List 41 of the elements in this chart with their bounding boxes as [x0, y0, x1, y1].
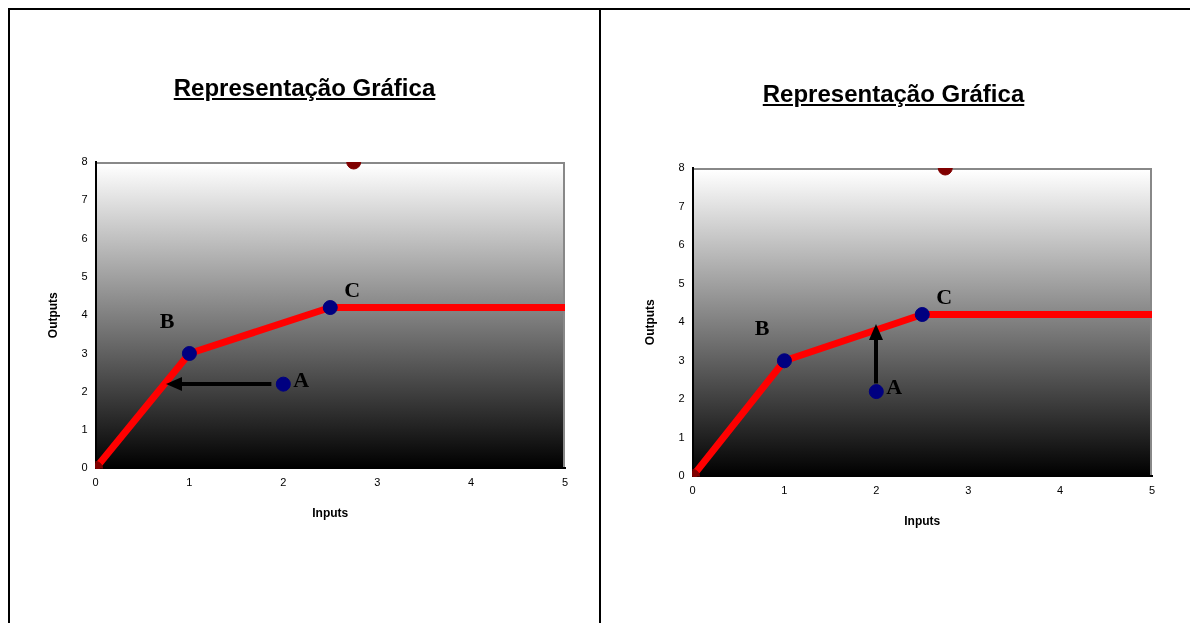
x-tick-label: 2 — [873, 484, 880, 497]
y-tick-label: 7 — [678, 199, 685, 212]
x-tick-label: 0 — [689, 484, 696, 497]
x-tick-label: 1 — [186, 476, 193, 489]
y-tick-label: 1 — [81, 423, 88, 436]
x-tick-label: 5 — [1148, 484, 1156, 497]
y-tick-label: 4 — [81, 308, 88, 321]
y-tick-label: 6 — [678, 238, 685, 251]
x-tick-label: 3 — [965, 484, 972, 497]
y-tick-label: 2 — [81, 384, 88, 397]
y-axis-title: Outputs — [45, 291, 60, 339]
x-tick-label: 2 — [280, 476, 287, 489]
x-tick-label: 3 — [374, 476, 381, 489]
y-tick-label: 5 — [678, 276, 685, 289]
y-tick-label: 1 — [678, 430, 685, 443]
y-tick-label: 0 — [81, 461, 88, 474]
chart-title: Representação Gráfica — [761, 80, 1026, 108]
y-tick-label: 3 — [678, 353, 685, 366]
x-tick-label: 5 — [561, 476, 569, 489]
x-tick-label: 4 — [1057, 484, 1064, 497]
y-tick-label: 8 — [81, 155, 88, 168]
annotation: B — [754, 315, 770, 341]
y-tick-label: 7 — [81, 193, 88, 206]
y-axis-title: Outputs — [642, 298, 657, 346]
chart-title: Representação Gráfica — [172, 74, 437, 102]
annotation: C — [344, 277, 361, 303]
x-tick-label: 0 — [92, 476, 99, 489]
x-axis-title: Inputs — [904, 514, 941, 529]
y-tick-label: 5 — [81, 269, 88, 282]
y-tick-label: 8 — [678, 161, 685, 174]
annotation: C — [936, 284, 953, 310]
x-axis-title: Inputs — [312, 506, 349, 521]
annotation: A — [293, 366, 310, 392]
annotation: B — [159, 308, 175, 334]
annotation: A — [886, 374, 903, 400]
y-tick-label: 6 — [81, 231, 88, 244]
y-tick-label: 2 — [678, 392, 685, 405]
y-tick-label: 4 — [678, 315, 685, 328]
y-tick-label: 3 — [81, 346, 88, 359]
x-tick-label: 1 — [781, 484, 788, 497]
x-tick-label: 4 — [468, 476, 475, 489]
